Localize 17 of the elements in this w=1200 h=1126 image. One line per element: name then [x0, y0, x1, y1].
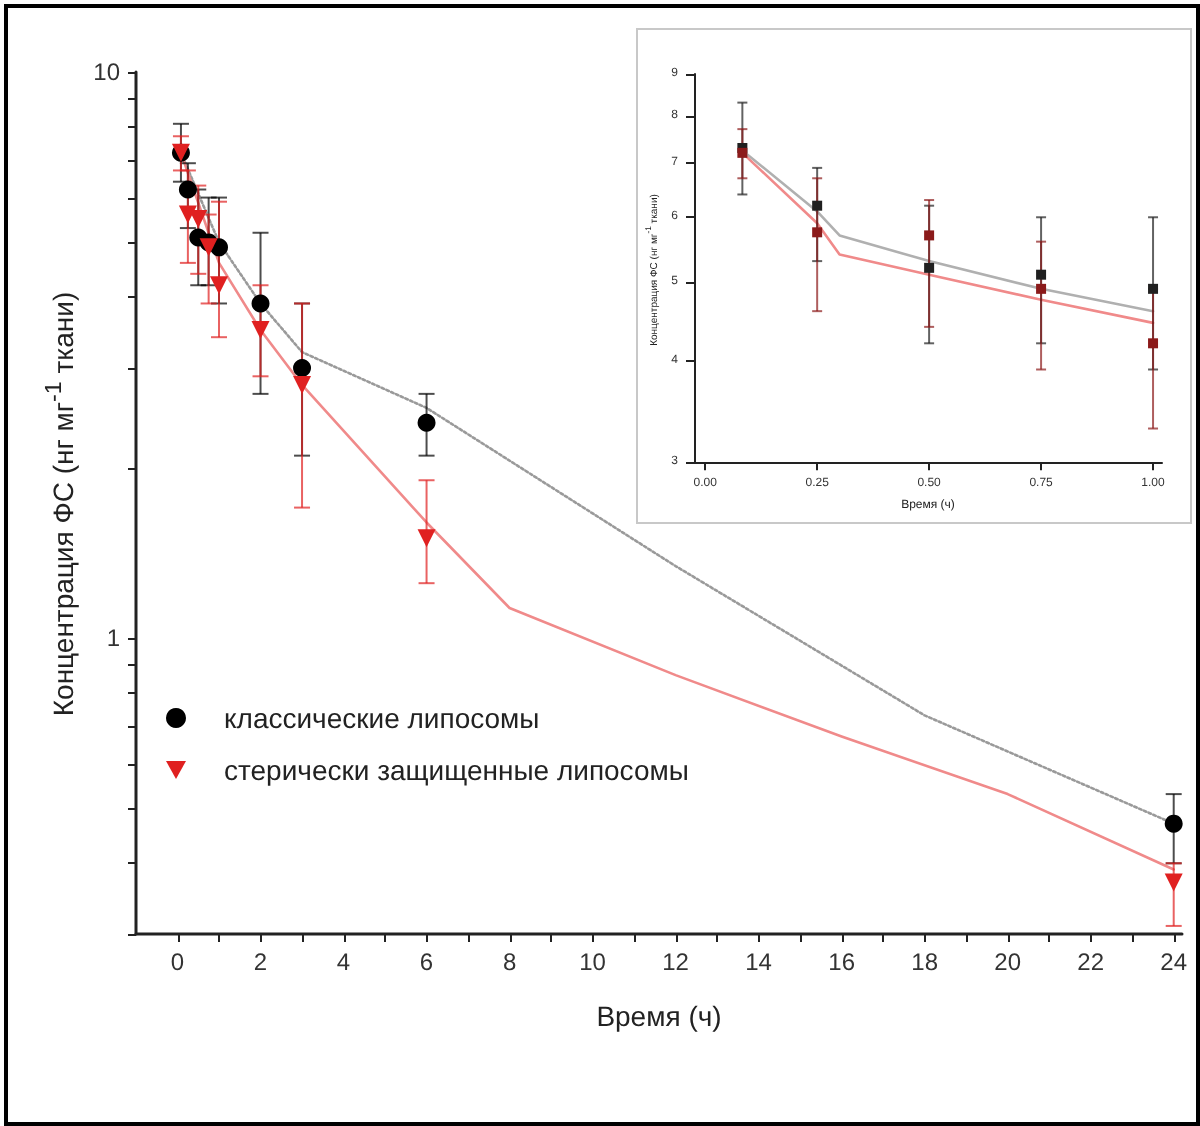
- x-tick-label: 22: [1077, 948, 1105, 976]
- x-tick-label: 10: [579, 948, 607, 976]
- x-tick-label: 4: [336, 948, 351, 976]
- x-tick-label: 12: [662, 948, 690, 976]
- y-tick-label: 1: [106, 624, 121, 653]
- x-tick-label: 6: [419, 948, 434, 976]
- x-tick-label: 2: [253, 948, 268, 976]
- legend-label: классические липосомы: [224, 702, 540, 734]
- x-tick-label: 8: [502, 948, 517, 976]
- legend-label: стерически защищенные липосомы: [224, 754, 689, 786]
- x-tick-label: 14: [745, 948, 773, 976]
- x-tick-label: 0: [170, 948, 185, 976]
- x-tick-label: 24: [1160, 948, 1188, 976]
- x-tick-label: 16: [828, 948, 856, 976]
- x-axis-title: Время (ч): [596, 1000, 722, 1032]
- x-tick-label: 20: [994, 948, 1022, 976]
- x-tick-label: 18: [911, 948, 939, 976]
